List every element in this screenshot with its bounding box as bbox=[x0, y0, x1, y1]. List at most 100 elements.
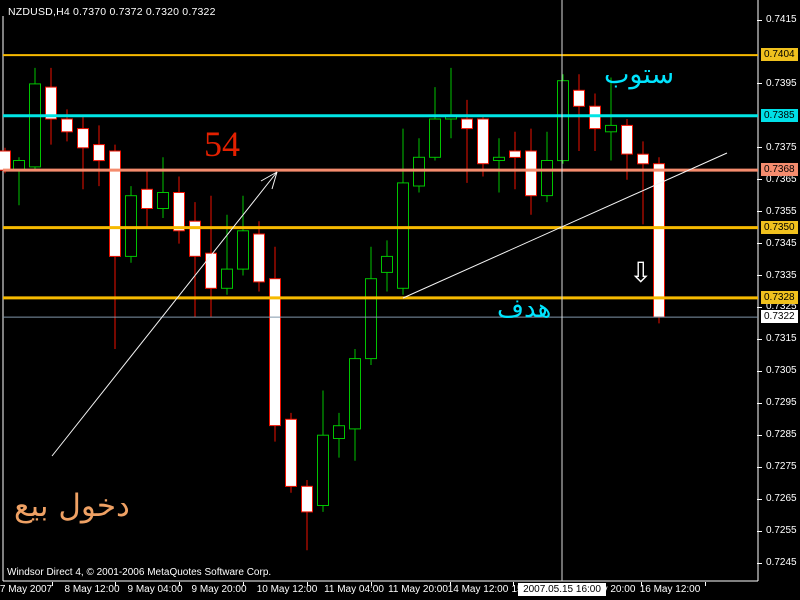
candle-body bbox=[605, 124, 617, 133]
trendline[interactable] bbox=[51, 171, 278, 457]
price-tick bbox=[757, 179, 762, 180]
label-54[interactable]: 54 bbox=[204, 124, 240, 164]
time-tick bbox=[179, 582, 180, 586]
time-label: 9 May 20:00 bbox=[191, 584, 247, 595]
candle-body bbox=[525, 150, 537, 197]
candle-body bbox=[541, 160, 553, 197]
time-label: 11 May 04:00 bbox=[324, 584, 384, 595]
price-label: 0.7275 bbox=[766, 461, 797, 472]
candle-body bbox=[61, 118, 73, 133]
down-arrow-icon[interactable]: ⇩ bbox=[629, 256, 653, 289]
time-tick bbox=[371, 582, 372, 586]
label-sell-entry[interactable]: دخول بيع bbox=[14, 488, 130, 524]
price-label: 0.7355 bbox=[766, 206, 797, 217]
candle-body bbox=[589, 105, 601, 130]
candle-body bbox=[253, 233, 265, 283]
price-label: 0.7255 bbox=[766, 525, 797, 536]
candle-body bbox=[637, 153, 649, 165]
price-tick bbox=[757, 243, 762, 244]
price-label: 0.7365 bbox=[766, 174, 797, 185]
candle-body bbox=[157, 192, 169, 209]
time-tick bbox=[243, 582, 244, 586]
price-label: 0.7395 bbox=[766, 78, 797, 89]
price-label: 0.7285 bbox=[766, 429, 797, 440]
price-label: 0.7245 bbox=[766, 557, 797, 568]
price-label: 0.7305 bbox=[766, 365, 797, 376]
price-tick bbox=[757, 20, 762, 21]
candle-body bbox=[45, 86, 57, 120]
price-tick bbox=[757, 307, 762, 308]
price-badge-0.7385: 0.7385 bbox=[761, 109, 798, 122]
trendline[interactable] bbox=[402, 152, 728, 299]
time-label: 9 May 04:00 bbox=[127, 584, 183, 595]
label-target[interactable]: هدف bbox=[497, 294, 552, 324]
candle-body bbox=[461, 118, 473, 130]
price-label: 0.7295 bbox=[766, 397, 797, 408]
price-label: 0.7415 bbox=[766, 14, 797, 25]
candle-body bbox=[365, 278, 377, 360]
price-tick bbox=[757, 563, 762, 564]
candle-body bbox=[429, 118, 441, 158]
time-tick bbox=[307, 582, 308, 586]
candle-body bbox=[237, 230, 249, 270]
candle-body bbox=[189, 220, 201, 257]
candle-body bbox=[221, 268, 233, 289]
price-tick bbox=[757, 339, 762, 340]
price-label: 0.7265 bbox=[766, 493, 797, 504]
candle-body bbox=[29, 83, 41, 168]
time-tick bbox=[52, 582, 53, 586]
time-label: y 20:00 bbox=[602, 584, 636, 595]
price-tick bbox=[757, 435, 762, 436]
candle-body bbox=[557, 80, 569, 162]
candle-body bbox=[0, 150, 11, 171]
chart-title: NZDUSD,H4 0.7370 0.7372 0.7320 0.7322 bbox=[8, 6, 216, 18]
price-tick bbox=[757, 83, 762, 84]
candle-body bbox=[573, 89, 585, 107]
candle-body bbox=[301, 485, 313, 513]
candle-body bbox=[317, 434, 329, 507]
candle-body bbox=[285, 418, 297, 487]
candle-body bbox=[173, 192, 185, 232]
candle-body bbox=[621, 124, 633, 155]
price-badge-0.7322: 0.7322 bbox=[761, 310, 798, 323]
price-tick bbox=[757, 211, 762, 212]
price-tick bbox=[757, 531, 762, 532]
candle-body bbox=[93, 144, 105, 162]
price-tick bbox=[757, 275, 762, 276]
candle-body bbox=[397, 182, 409, 289]
price-tick bbox=[757, 147, 762, 148]
time-label: 16 May 12:00 bbox=[639, 584, 701, 595]
price-label: 0.7325 bbox=[766, 301, 797, 312]
candle-body bbox=[125, 195, 137, 257]
candle-body bbox=[493, 156, 505, 162]
price-label: 0.7375 bbox=[766, 142, 797, 153]
candle-body bbox=[477, 118, 489, 165]
time-tick bbox=[450, 582, 451, 586]
time-label: 11 May 20:00 bbox=[388, 584, 448, 595]
price-badge-0.7368: 0.7368 bbox=[761, 163, 798, 176]
price-tick bbox=[757, 371, 762, 372]
time-tick bbox=[513, 582, 514, 586]
time-label: 10 May 12:00 bbox=[256, 584, 318, 595]
time-label: 14 May 12:00 bbox=[447, 584, 509, 595]
candle-body bbox=[77, 128, 89, 149]
candle-body bbox=[141, 188, 153, 210]
price-badge-0.7350: 0.7350 bbox=[761, 221, 798, 234]
copyright-text: Windsor Direct 4, © 2001-2006 MetaQuotes… bbox=[7, 567, 272, 578]
time-tick bbox=[641, 582, 642, 586]
candle-body bbox=[413, 156, 425, 187]
time-label: 8 May 12:00 bbox=[64, 584, 120, 595]
time-tick bbox=[115, 582, 116, 586]
candle-body bbox=[349, 358, 361, 430]
candle-body bbox=[269, 278, 281, 427]
trendline-arrowhead bbox=[260, 171, 278, 182]
trendline-arrowhead bbox=[271, 171, 278, 190]
time-label: 15 bbox=[511, 584, 523, 595]
price-label: 0.7345 bbox=[766, 238, 797, 249]
price-label: 0.7315 bbox=[766, 333, 797, 344]
price-tick bbox=[757, 403, 762, 404]
label-stop[interactable]: ستوب bbox=[604, 59, 675, 90]
price-tick bbox=[757, 467, 762, 468]
